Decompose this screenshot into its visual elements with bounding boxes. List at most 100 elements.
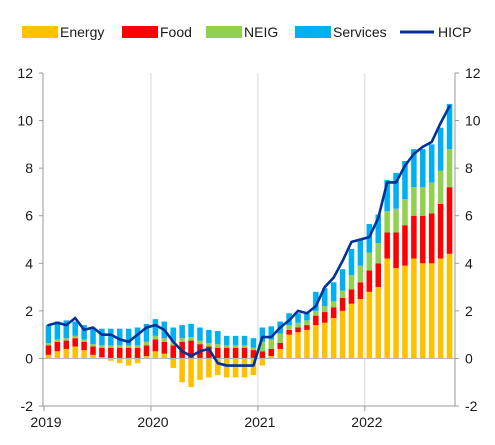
bar-neig-2020-04 (179, 338, 185, 342)
bar-neig-2019-09 (116, 345, 123, 348)
bar-food-2022-08 (428, 213, 435, 264)
bar-neig-2022-10 (446, 149, 453, 188)
y-tick-right-12: 12 (465, 65, 481, 81)
bar-energy-2021-11 (348, 303, 355, 359)
bar-energy-2021-01 (259, 358, 266, 366)
bar-neig-2022-02 (375, 243, 382, 264)
bar-neig-2022-06 (411, 187, 417, 216)
legend-item-food: Food (122, 24, 192, 40)
bar-services-2022-03 (384, 180, 390, 211)
bar-neig-2019-07 (99, 345, 105, 348)
legend-label-hicp: HICP (438, 24, 471, 40)
bar-services-2019-06 (90, 327, 96, 345)
bar-food-2021-11 (348, 289, 355, 304)
bar-energy-2021-08 (321, 322, 328, 359)
bar-energy-2020-07 (206, 358, 212, 378)
bar-services-2019-05 (81, 325, 87, 340)
bar-services-2020-07 (206, 329, 212, 343)
bar-neig-2020-08 (215, 344, 221, 348)
bar-energy-2022-05 (402, 265, 408, 359)
bar-neig-2022-03 (384, 210, 390, 233)
bar-food-2020-05 (188, 340, 194, 359)
bar-services-2020-04 (179, 325, 185, 339)
legend-swatch-services (295, 26, 331, 38)
y-tick-right-6: 6 (465, 208, 473, 224)
bar-energy-2022-01 (366, 291, 373, 359)
legend-label-services: Services (333, 24, 387, 40)
bar-energy-2019-08 (108, 358, 114, 361)
bar-neig-2021-12 (357, 265, 364, 283)
bar-food-2022-05 (402, 225, 408, 266)
bar-neig-2022-05 (402, 199, 408, 226)
legend: Energy Food NEIG Services HICP (22, 24, 471, 40)
legend-item-neig: NEIG (206, 24, 278, 40)
bar-services-2019-03 (63, 320, 70, 339)
bar-food-2020-09 (223, 347, 230, 359)
bar-neig-2021-02 (268, 339, 275, 349)
bar-services-2021-08 (321, 288, 328, 307)
legend-swatch-food (122, 26, 158, 38)
bar-services-2019-11 (134, 327, 141, 346)
bar-food-2021-04 (286, 329, 292, 335)
bar-services-2019-09 (116, 328, 123, 346)
bar-services-2020-12 (250, 338, 257, 348)
bar-food-2019-09 (116, 347, 123, 359)
bar-energy-2022-03 (384, 258, 390, 359)
bar-energy-2021-02 (268, 356, 275, 359)
bar-food-2019-10 (125, 347, 132, 359)
bar-food-2019-04 (72, 338, 78, 347)
bar-services-2019-08 (108, 328, 114, 346)
bar-services-2021-09 (330, 282, 337, 302)
bar-neig-2022-01 (366, 252, 373, 271)
bar-food-2019-06 (90, 346, 96, 355)
stacked-bars (45, 103, 453, 387)
y-tick-left-4: 4 (25, 255, 33, 271)
bar-food-2020-01 (152, 339, 159, 352)
bar-services-2021-10 (339, 269, 346, 291)
bar-services-2022-06 (411, 149, 417, 188)
bar-neig-2021-09 (330, 301, 337, 308)
bar-energy-2019-11 (134, 358, 141, 364)
bar-services-2022-02 (375, 214, 382, 244)
x-tick-2021: 2021 (244, 414, 275, 430)
bar-food-2022-01 (366, 270, 373, 292)
bar-energy-2019-05 (81, 350, 87, 359)
bar-neig-2020-05 (188, 337, 194, 341)
bar-energy-2022-06 (411, 258, 417, 359)
bar-energy-2022-04 (393, 268, 399, 359)
bar-food-2019-02 (54, 341, 61, 352)
bar-services-2019-12 (143, 323, 150, 342)
bar-food-2022-10 (446, 187, 453, 254)
bar-services-2019-01 (45, 325, 52, 343)
bar-energy-2020-08 (215, 358, 221, 376)
bar-neig-2019-05 (81, 339, 87, 342)
bar-food-2021-05 (295, 327, 301, 333)
bar-energy-2020-02 (161, 353, 168, 359)
bar-neig-2019-10 (125, 345, 132, 348)
bar-energy-2021-12 (357, 298, 364, 359)
y-tick-right-4: 4 (465, 255, 473, 271)
bar-neig-2020-07 (206, 342, 212, 347)
bar-neig-2020-11 (241, 345, 248, 348)
bar-neig-2020-12 (250, 347, 257, 351)
y-tick-left-8: 8 (25, 160, 33, 176)
y-tick-right-8: 8 (465, 160, 473, 176)
bar-energy-2020-04 (179, 358, 185, 383)
bar-energy-2019-02 (54, 351, 61, 359)
bar-food-2021-08 (321, 312, 328, 323)
bar-food-2020-11 (241, 347, 248, 359)
bar-food-2021-07 (313, 315, 319, 326)
bar-neig-2022-04 (393, 208, 399, 233)
bar-energy-2021-05 (295, 332, 301, 359)
bar-services-2022-05 (402, 161, 408, 200)
bar-neig-2019-02 (54, 339, 61, 342)
bar-neig-2019-01 (45, 342, 52, 346)
bar-food-2020-10 (232, 347, 239, 359)
bar-neig-2019-06 (90, 344, 96, 347)
legend-swatch-energy (22, 26, 58, 38)
bar-energy-2019-07 (99, 357, 105, 359)
bar-energy-2020-05 (188, 358, 194, 387)
bar-energy-2019-04 (72, 346, 78, 359)
bar-services-2021-06 (304, 313, 310, 321)
bar-services-2020-06 (197, 327, 203, 341)
